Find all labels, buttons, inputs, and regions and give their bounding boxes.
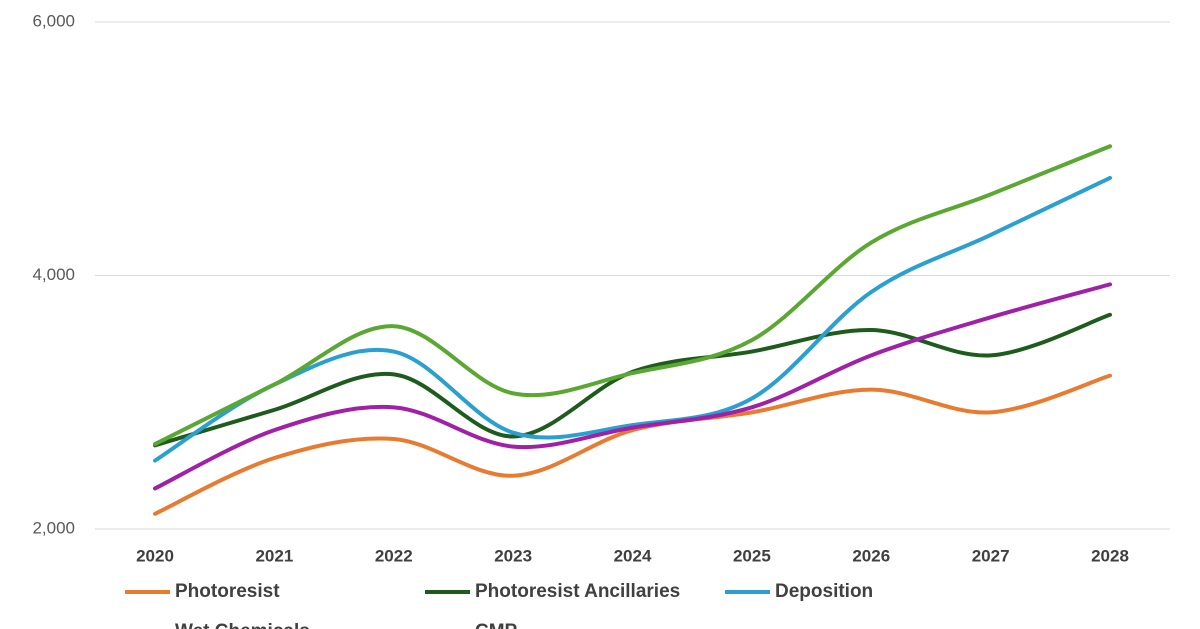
x-tick-label: 2025 [733, 546, 771, 565]
legend-label: Photoresist Ancillaries [475, 581, 680, 602]
x-tick-label: 2026 [852, 546, 890, 565]
x-tick-label: 2021 [255, 546, 293, 565]
legend-label: Photoresist [175, 581, 280, 602]
x-tick-label: 2020 [136, 546, 174, 565]
x-tick-label: 2022 [375, 546, 413, 565]
y-tick-label: 6,000 [32, 11, 75, 30]
x-tick-label: 2023 [494, 546, 532, 565]
x-tick-label: 2024 [614, 546, 652, 565]
legend-label: CMP [475, 621, 518, 629]
series-line [153, 175, 1112, 463]
legend-label: Deposition [775, 581, 873, 602]
series-line [153, 144, 1112, 447]
series-line [153, 282, 1112, 491]
legend-label: Wet Chemicals [175, 621, 310, 629]
series-line [153, 373, 1112, 516]
y-tick-label: 4,000 [32, 265, 75, 284]
x-tick-label: 2027 [972, 546, 1010, 565]
y-tick-label: 2,000 [32, 518, 75, 537]
x-tick-label: 2028 [1091, 546, 1129, 565]
